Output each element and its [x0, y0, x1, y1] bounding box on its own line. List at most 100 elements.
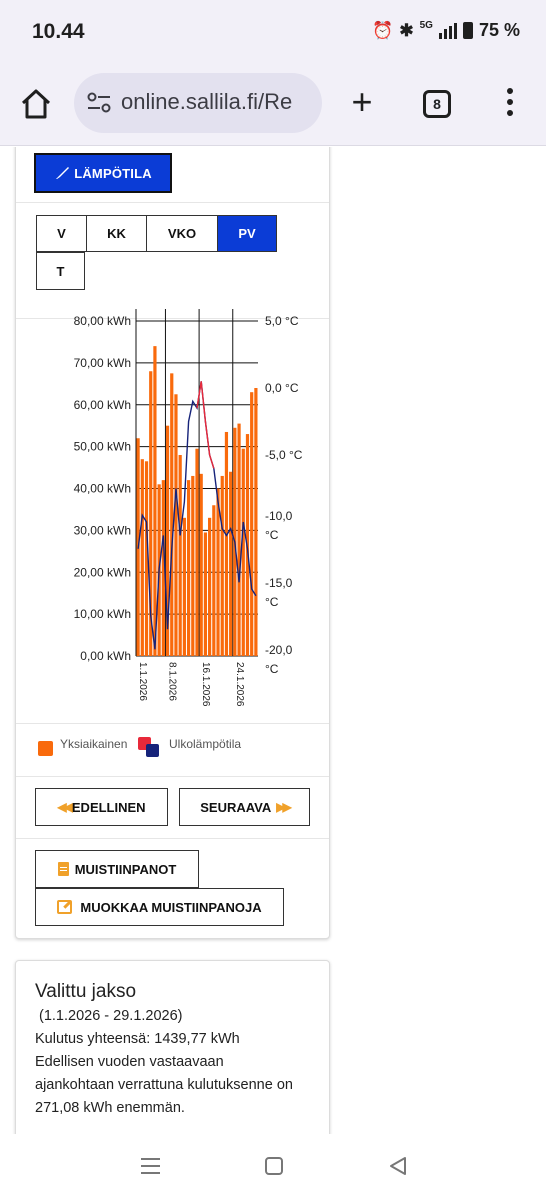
y-axis-tick-label: 20,00 kWh	[74, 565, 131, 579]
bar	[191, 475, 195, 656]
period-button-week[interactable]: VKO	[146, 215, 218, 252]
browser-toolbar: online.sallila.fi/Re + 8	[0, 64, 546, 146]
y2-axis-tick-unit: °C	[265, 662, 279, 676]
bluetooth-icon: ✱	[399, 20, 414, 40]
notes-button[interactable]: MUISTIINPANOT	[35, 850, 199, 888]
home-nav-icon[interactable]	[265, 1157, 283, 1175]
double-left-arrow-icon: ◀◀	[57, 800, 73, 814]
comparison-line-1: Edellisen vuoden vastaavaan	[35, 1054, 224, 1070]
period-button-year[interactable]: V	[36, 215, 87, 252]
bar	[203, 532, 208, 656]
comparison-line-2: ajankohtaan verrattuna kulutuksenne on	[35, 1077, 293, 1093]
selected-period-title: Valittu jakso	[35, 981, 137, 1002]
home-icon[interactable]	[18, 86, 54, 122]
divider	[16, 838, 329, 839]
bar	[224, 431, 229, 656]
status-icons: ⏰ ✱ 5G 75 %	[372, 20, 520, 41]
y-axis-tick-label: 80,00 kWh	[74, 314, 131, 328]
x-axis-tick-label: 8.1.2026	[166, 662, 177, 701]
x-axis-tick-label: 24.1.2026	[234, 662, 245, 707]
period-label: V	[57, 226, 66, 241]
alarm-icon: ⏰	[372, 20, 394, 40]
address-bar[interactable]: online.sallila.fi/Re	[74, 73, 322, 133]
bar	[153, 346, 157, 656]
signal-icon	[438, 22, 457, 39]
battery-percent: 75 %	[478, 20, 520, 40]
period-button-month[interactable]: KK	[86, 215, 147, 252]
page-content: LÄMPÖTILA V KK VKO PV T 80,00 kWh 70,00 k…	[0, 147, 546, 1134]
comparison-line-3: 271,08 kWh enemmän.	[35, 1100, 185, 1116]
consumption-chart: 80,00 kWh 70,00 kWh 60,00 kWh 50,00 kWh 40,0…	[74, 309, 303, 707]
edit-notes-button[interactable]: MUOKKAA MUISTIINPANOJA	[35, 888, 284, 926]
bar	[216, 488, 220, 656]
x-axis-tick-label: 1.1.2026	[137, 662, 148, 701]
divider	[16, 202, 329, 203]
back-icon[interactable]	[388, 1156, 408, 1176]
y2-axis-tick-label: 0,0 °C	[265, 381, 299, 395]
network-type: 5G	[419, 20, 433, 31]
period-button-day[interactable]: PV	[217, 215, 277, 252]
site-settings-icon[interactable]	[86, 91, 112, 115]
bar	[241, 448, 245, 656]
bar	[174, 394, 178, 656]
temperature-button[interactable]: LÄMPÖTILA	[34, 153, 172, 193]
next-label: SEURAAVA	[200, 799, 272, 815]
bar	[140, 459, 144, 656]
recent-apps-icon[interactable]	[141, 1158, 160, 1174]
y-axis-tick-label: 60,00 kWh	[74, 398, 131, 412]
previous-label: EDELLINEN	[71, 799, 146, 815]
system-navigation-bar	[0, 1134, 546, 1200]
x-axis-tick-label: 16.1.2026	[200, 662, 211, 707]
y2-axis-tick-label: -10,0	[265, 509, 293, 523]
period-label: T	[56, 263, 65, 279]
bar	[250, 392, 254, 656]
battery-icon	[462, 22, 473, 39]
y2-axis-tick-label: -5,0 °C	[265, 448, 303, 462]
bar	[254, 388, 258, 656]
bar	[195, 448, 199, 656]
legend-label-temperature: Ulkolämpötila	[169, 737, 242, 751]
edit-notes-label: MUOKKAA MUISTIINPANOJA	[80, 899, 262, 915]
divider	[16, 723, 329, 724]
selected-period-card: Valittu jakso (1.1.2026 - 29.1.2026) Kul…	[15, 960, 330, 1134]
edit-icon	[57, 900, 73, 914]
notes-label: MUISTIINPANOT	[74, 861, 177, 877]
bar	[186, 480, 191, 656]
divider	[16, 318, 329, 319]
selected-period-range: (1.1.2026 - 29.1.2026)	[39, 1008, 183, 1024]
y-axis-tick-label: 40,00 kWh	[74, 482, 131, 496]
y2-axis-tick-label: -20,0	[265, 643, 293, 657]
bar	[165, 425, 170, 656]
legend-swatch-temp-blue	[146, 744, 159, 757]
bar	[199, 473, 203, 656]
bar	[144, 461, 149, 656]
tab-switcher-button[interactable]: 8	[423, 90, 451, 118]
bar	[178, 455, 182, 656]
divider	[16, 776, 329, 777]
double-right-arrow-icon: ▶▶	[276, 800, 292, 814]
period-button-hour[interactable]: T	[36, 252, 85, 290]
period-label: PV	[238, 226, 256, 241]
legend-swatch-consumption	[38, 741, 53, 756]
bar	[212, 505, 216, 656]
bar	[149, 371, 153, 656]
url-text: online.sallila.fi/Re	[121, 89, 293, 114]
bar	[229, 471, 233, 656]
next-period-button[interactable]: SEURAAVA ▶▶	[179, 788, 310, 826]
temperature-line-highlight	[196, 381, 215, 469]
bar	[161, 480, 165, 656]
legend-label-consumption: Yksiaikainen	[60, 737, 128, 751]
bar	[220, 475, 224, 656]
y2-axis-tick-label: 5,0 °C	[265, 314, 299, 328]
status-bar: 10.44 ⏰ ✱ 5G 75 %	[0, 0, 546, 64]
new-tab-icon[interactable]: +	[351, 81, 373, 122]
document-icon	[57, 862, 69, 876]
y-axis-tick-label: 70,00 kWh	[74, 356, 131, 370]
previous-period-button[interactable]: ◀◀ EDELLINEN	[35, 788, 168, 826]
y2-axis-tick-unit: °C	[265, 528, 279, 542]
period-label: VKO	[167, 226, 197, 241]
more-menu-icon[interactable]	[498, 88, 522, 122]
y-axis-tick-label: 30,00 kWh	[74, 523, 131, 537]
y2-axis-tick-label: -15,0	[265, 576, 293, 590]
y-axis-tick-label: 10,00 kWh	[74, 607, 131, 621]
